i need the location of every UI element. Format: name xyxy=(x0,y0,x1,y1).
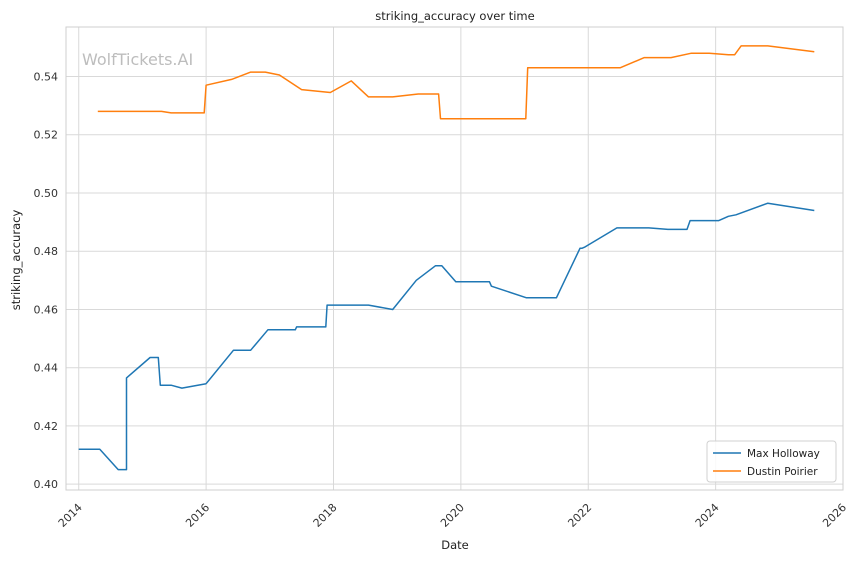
y-tick-label: 0.46 xyxy=(34,303,59,316)
legend-label-dustin-poirier: Dustin Poirier xyxy=(747,466,818,478)
y-tick-label: 0.52 xyxy=(34,129,59,142)
series-group xyxy=(78,45,815,471)
legend-label-max-holloway: Max Holloway xyxy=(747,448,820,460)
y-tick-label: 0.44 xyxy=(34,362,59,375)
y-tick-label: 0.40 xyxy=(34,478,59,491)
y-axis-label: striking_accuracy xyxy=(9,210,23,311)
x-axis-label: Date xyxy=(441,538,469,552)
y-tick-label: 0.42 xyxy=(34,420,59,433)
series-line-max-holloway xyxy=(78,202,815,471)
watermark-text: WolfTickets.AI xyxy=(82,50,193,69)
chart-title: striking_accuracy over time xyxy=(375,9,534,23)
y-tick-label: 0.54 xyxy=(34,71,59,84)
legend: Max Holloway Dustin Poirier xyxy=(706,440,837,483)
y-tick-label: 0.50 xyxy=(34,187,59,200)
series-line-dustin-poirier xyxy=(97,45,815,120)
y-tick-label: 0.48 xyxy=(34,245,59,258)
plot-frame xyxy=(65,26,844,491)
